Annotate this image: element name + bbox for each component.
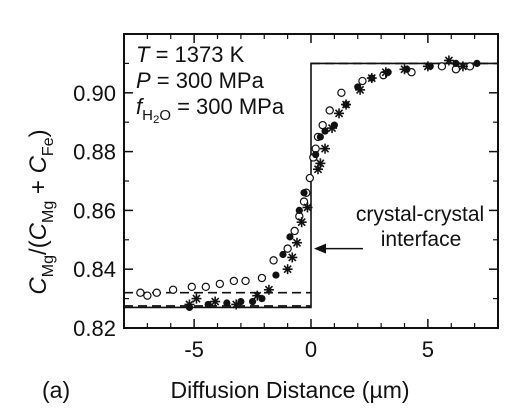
point-asterisk [320, 143, 331, 154]
annotation-line-2: interface [381, 228, 462, 251]
x-tick-labels: -5 0 5 [184, 337, 434, 362]
point-open-circle [283, 244, 292, 253]
point-asterisk [231, 299, 242, 310]
y-axis-label: CMg/(CMg + CFe) [25, 129, 57, 294]
point-filled-circle [473, 59, 481, 67]
point-open-circle [299, 197, 309, 206]
y-tick-label: 0.84 [73, 257, 116, 282]
point-open-circle [201, 282, 211, 292]
condition-line: P = 300 MPa [136, 68, 265, 93]
point-asterisk [334, 108, 345, 119]
point-open-circle [269, 256, 278, 265]
y-tick-label: 0.82 [73, 316, 116, 341]
point-asterisk [341, 99, 352, 110]
point-filled-circle [237, 297, 245, 306]
point-filled-circle [258, 295, 266, 303]
point-asterisk [263, 284, 274, 295]
point-filled-circle [300, 189, 308, 197]
point-filled-circle [272, 271, 280, 279]
point-asterisk [191, 293, 202, 304]
point-open-circle [136, 288, 145, 297]
point-open-circle [305, 173, 315, 183]
condition-line: T = 1373 K [136, 42, 245, 67]
point-open-circle [257, 273, 267, 283]
point-asterisk [296, 217, 307, 228]
point-filled-circle [295, 206, 303, 214]
point-asterisk [399, 64, 410, 75]
point-asterisk [327, 123, 338, 134]
point-asterisk [184, 299, 195, 310]
x-tick-label: 0 [305, 337, 317, 362]
point-asterisk [302, 202, 313, 213]
y-tick-label: 0.88 [73, 140, 116, 165]
point-open-circle [241, 276, 250, 286]
y-tick-label: 0.86 [73, 198, 116, 223]
x-tick-label: 5 [422, 337, 434, 362]
point-asterisk [291, 237, 302, 248]
point-open-circle [229, 276, 239, 286]
point-asterisk [355, 84, 366, 95]
point-filled-circle [279, 250, 287, 259]
point-asterisk [443, 55, 454, 66]
y-tick-label: 0.90 [73, 81, 116, 106]
point-filled-circle [321, 127, 329, 135]
reference-line-initial-step [124, 62, 498, 309]
axis-ticks [123, 34, 499, 329]
condition-line: fH2O = 300 MPa [136, 94, 285, 126]
annotation-line-1: crystal-crystal [356, 203, 484, 226]
point-open-circle [168, 285, 178, 294]
point-asterisk [287, 252, 298, 263]
point-open-circle [215, 279, 225, 289]
point-open-circle [152, 288, 161, 297]
y-tick-labels: 0.82 0.84 0.86 0.88 0.90 [73, 81, 116, 341]
point-filled-circle [223, 299, 231, 307]
point-filled-circle [316, 133, 324, 141]
x-tick-label: -5 [184, 337, 204, 362]
point-open-circle [358, 76, 367, 86]
point-asterisk [380, 67, 391, 78]
point-filled-circle [286, 233, 294, 241]
point-filled-circle [204, 300, 212, 309]
point-asterisk [315, 158, 326, 169]
point-asterisk [366, 73, 377, 84]
x-axis-label: Diffusion Distance (µm) [170, 377, 409, 403]
point-filled-circle [248, 297, 257, 306]
point-open-circle [187, 282, 196, 292]
panel-label: (a) [42, 377, 70, 403]
point-open-circle [437, 62, 447, 71]
point-asterisk [210, 296, 221, 307]
data-points [136, 55, 481, 312]
point-open-circle [325, 106, 334, 115]
point-filled-circle [312, 150, 320, 159]
point-asterisk [252, 290, 263, 301]
point-open-circle [290, 226, 299, 236]
point-open-circle [143, 291, 152, 300]
point-asterisk [422, 61, 433, 72]
annotation-arrow-head [314, 243, 326, 254]
point-asterisk [282, 264, 293, 275]
point-asterisk [457, 61, 468, 72]
point-filled-circle [452, 59, 460, 67]
point-open-circle [337, 88, 346, 98]
